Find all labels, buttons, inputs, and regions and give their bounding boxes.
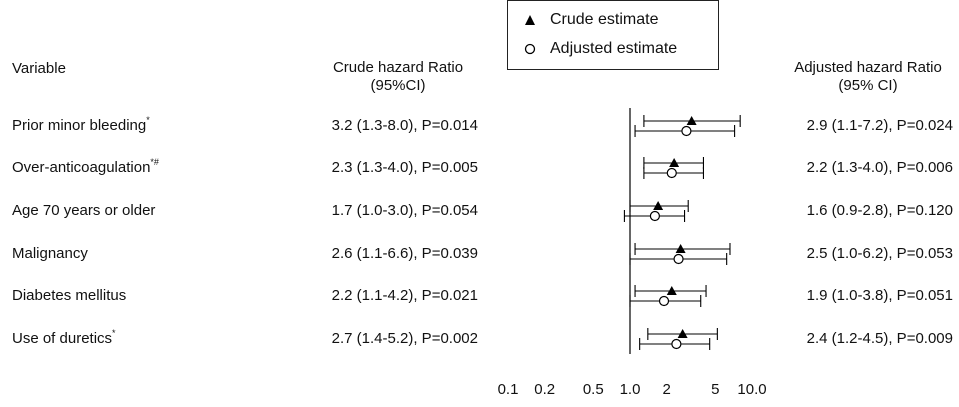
adjusted-estimate-point <box>666 167 677 179</box>
x-tick-label: 0.5 <box>583 381 604 398</box>
adjusted-hr-value: 2.5 (1.0-6.2), P=0.053 <box>806 245 953 262</box>
adjusted-hr-value: 1.9 (1.0-3.8), P=0.051 <box>806 287 953 304</box>
row-label-text: Use of duretics <box>12 330 113 347</box>
x-tick-label: 0.2 <box>534 381 555 398</box>
x-tick-label: 10.0 <box>737 381 766 398</box>
adjusted-hr-value: 2.4 (1.2-4.5), P=0.009 <box>806 330 953 347</box>
row-footnote-mark: *# <box>150 157 159 167</box>
crude-estimate-point <box>686 116 697 125</box>
row-label: Over-anticoagulation*# <box>12 157 159 177</box>
adjusted-estimate-point <box>649 210 661 222</box>
crude-estimate-point <box>675 244 686 253</box>
x-tick-label: 5 <box>711 381 719 398</box>
variable-header: Variable <box>12 60 66 77</box>
legend-item-adjusted: Adjusted estimate <box>524 39 677 59</box>
x-tick-label: 2 <box>663 381 671 398</box>
adjusted-hr-header: Adjusted hazard Ratio (95% CI) <box>794 59 942 95</box>
crude-estimate-point <box>653 201 664 210</box>
row-label: Use of duretics* <box>12 328 116 348</box>
legend-item-crude: Crude estimate <box>524 10 659 30</box>
filled-triangle-icon <box>525 15 535 25</box>
row-label: Diabetes mellitus <box>12 287 126 305</box>
adjusted-hr-value: 1.6 (0.9-2.8), P=0.120 <box>806 202 953 219</box>
legend-label-crude: Crude estimate <box>550 11 659 28</box>
crude-hr-header-line2: (95%CI) <box>370 77 426 94</box>
adjusted-estimate-point <box>681 125 692 137</box>
row-label-text: Age 70 years or older <box>12 202 156 219</box>
adjusted-hr-header-line1: Adjusted hazard Ratio <box>794 59 942 76</box>
open-circle-icon <box>524 43 536 55</box>
crude-hr-value: 1.7 (1.0-3.0), P=0.054 <box>331 202 478 219</box>
legend-label-adjusted: Adjusted estimate <box>550 40 678 57</box>
x-tick-label: 0.1 <box>498 381 519 398</box>
row-label-text: Malignancy <box>12 245 88 262</box>
row-label-text: Prior minor bleeding <box>12 117 147 134</box>
crude-estimate-point <box>666 286 677 295</box>
x-tick-label: 1.0 <box>620 381 641 398</box>
crude-estimate-point <box>669 158 680 167</box>
crude-hr-header: Crude hazard Ratio (95%CI) <box>333 59 463 95</box>
row-label-text: Over-anticoagulation <box>12 159 151 176</box>
row-label-text: Diabetes mellitus <box>12 287 127 304</box>
adjusted-hr-value: 2.9 (1.1-7.2), P=0.024 <box>806 117 953 134</box>
crude-hr-value: 2.7 (1.4-5.2), P=0.002 <box>331 330 478 347</box>
crude-hr-value: 2.2 (1.1-4.2), P=0.021 <box>331 287 478 304</box>
adjusted-hr-header-line2: (95% CI) <box>838 77 898 94</box>
crude-hr-value: 2.3 (1.3-4.0), P=0.005 <box>331 159 478 176</box>
row-label: Malignancy <box>12 245 88 263</box>
crude-hr-header-line1: Crude hazard Ratio <box>332 59 464 76</box>
row-label: Age 70 years or older <box>12 202 155 220</box>
adjusted-hr-value: 2.2 (1.3-4.0), P=0.006 <box>806 159 953 176</box>
chart-legend: Crude estimate Adjusted estimate <box>507 0 719 70</box>
row-label: Prior minor bleeding* <box>12 115 150 135</box>
crude-hr-value: 2.6 (1.1-6.6), P=0.039 <box>331 245 478 262</box>
adjusted-estimate-point <box>673 253 684 265</box>
row-footnote-mark: * <box>146 115 150 125</box>
adjusted-estimate-point <box>671 338 682 350</box>
adjusted-estimate-point <box>658 295 670 307</box>
crude-hr-value: 3.2 (1.3-8.0), P=0.014 <box>331 117 478 134</box>
crude-estimate-point <box>677 329 688 338</box>
row-footnote-mark: * <box>112 328 116 338</box>
